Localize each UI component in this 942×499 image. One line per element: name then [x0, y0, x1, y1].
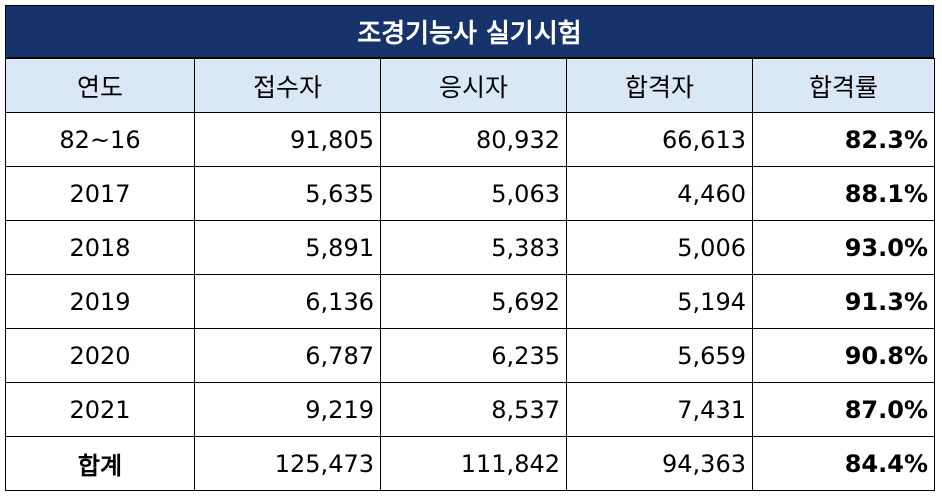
- year-cell: 2021: [5, 382, 195, 437]
- table-row: 82~16 91,805 80,932 66,613 82.3%: [5, 112, 935, 167]
- passed-cell: 7,431: [566, 382, 753, 437]
- examinees-cell: 5,692: [380, 274, 567, 329]
- table-title: 조경기능사 실기시험: [5, 5, 934, 58]
- header-row: 연도 접수자 응시자 합격자 합격률: [5, 58, 935, 113]
- year-cell: 2020: [5, 328, 195, 383]
- applicants-cell: 5,635: [194, 166, 381, 221]
- table-row: 2020 6,787 6,235 5,659 90.8%: [5, 328, 935, 383]
- applicants-cell: 91,805: [194, 112, 381, 167]
- total-examinees-cell: 111,842: [380, 436, 567, 491]
- column-header-examinees: 응시자: [380, 58, 567, 113]
- total-label-cell: 합계: [5, 436, 195, 491]
- examinees-cell: 80,932: [380, 112, 567, 167]
- pass-rate-cell: 87.0%: [752, 382, 935, 437]
- total-row: 합계 125,473 111,842 94,363 84.4%: [5, 436, 935, 491]
- applicants-cell: 6,787: [194, 328, 381, 383]
- column-header-passed: 합격자: [566, 58, 753, 113]
- examinees-cell: 6,235: [380, 328, 567, 383]
- table-row: 2017 5,635 5,063 4,460 88.1%: [5, 166, 935, 221]
- year-cell: 2019: [5, 274, 195, 329]
- column-header-year: 연도: [5, 58, 195, 113]
- applicants-cell: 9,219: [194, 382, 381, 437]
- passed-cell: 5,194: [566, 274, 753, 329]
- total-pass-rate-cell: 84.4%: [752, 436, 935, 491]
- examinees-cell: 8,537: [380, 382, 567, 437]
- passed-cell: 4,460: [566, 166, 753, 221]
- pass-rate-cell: 90.8%: [752, 328, 935, 383]
- passed-cell: 5,659: [566, 328, 753, 383]
- pass-rate-cell: 82.3%: [752, 112, 935, 167]
- year-cell: 2018: [5, 220, 195, 275]
- applicants-cell: 5,891: [194, 220, 381, 275]
- passed-cell: 5,006: [566, 220, 753, 275]
- table-row: 2018 5,891 5,383 5,006 93.0%: [5, 220, 935, 275]
- column-header-pass-rate: 합격률: [752, 58, 935, 113]
- exam-statistics-table: 연도 접수자 응시자 합격자 합격률 82~16 91,805 80,932 6…: [5, 58, 935, 491]
- year-cell: 2017: [5, 166, 195, 221]
- passed-cell: 66,613: [566, 112, 753, 167]
- pass-rate-cell: 91.3%: [752, 274, 935, 329]
- table-row: 2021 9,219 8,537 7,431 87.0%: [5, 382, 935, 437]
- pass-rate-cell: 88.1%: [752, 166, 935, 221]
- total-applicants-cell: 125,473: [194, 436, 381, 491]
- applicants-cell: 6,136: [194, 274, 381, 329]
- pass-rate-cell: 93.0%: [752, 220, 935, 275]
- examinees-cell: 5,063: [380, 166, 567, 221]
- examinees-cell: 5,383: [380, 220, 567, 275]
- column-header-applicants: 접수자: [194, 58, 381, 113]
- total-passed-cell: 94,363: [566, 436, 753, 491]
- table-row: 2019 6,136 5,692 5,194 91.3%: [5, 274, 935, 329]
- year-cell: 82~16: [5, 112, 195, 167]
